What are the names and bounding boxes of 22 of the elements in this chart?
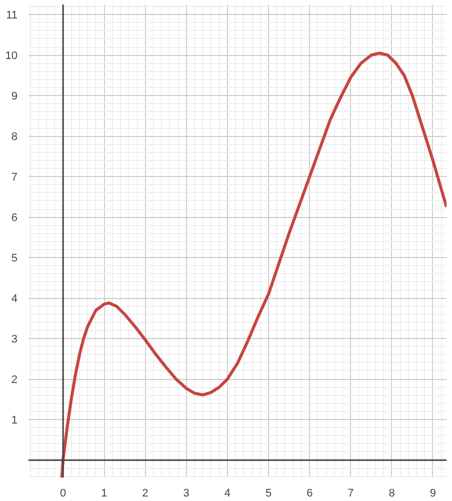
x-tick-label: 9 <box>430 488 436 500</box>
x-tick-label: 1 <box>101 488 108 500</box>
y-tick-label: 1 <box>11 414 18 427</box>
x-tick-label: 4 <box>224 488 230 500</box>
x-tick-label: 8 <box>388 488 395 500</box>
y-tick-label: 2 <box>11 374 18 386</box>
y-tick-label: 3 <box>11 334 18 346</box>
y-tick-label: 11 <box>6 10 18 22</box>
x-tick-label: 7 <box>348 488 354 500</box>
x-tick-label: 5 <box>265 488 272 500</box>
y-tick-label: 8 <box>11 131 18 144</box>
x-tick-label: 0 <box>60 488 66 500</box>
y-tick-label: 4 <box>11 293 18 306</box>
x-tick-label: 6 <box>306 488 313 500</box>
x-tick-label: 2 <box>142 488 148 500</box>
line-series <box>60 52 446 478</box>
y-tick-label: 9 <box>11 90 18 103</box>
y-tick-label: 5 <box>11 252 18 265</box>
y-tick-label: 7 <box>11 172 18 184</box>
y-tick-label: 6 <box>11 212 18 224</box>
x-tick-label: 3 <box>183 488 190 500</box>
y-tick-label: 10 <box>5 50 18 62</box>
